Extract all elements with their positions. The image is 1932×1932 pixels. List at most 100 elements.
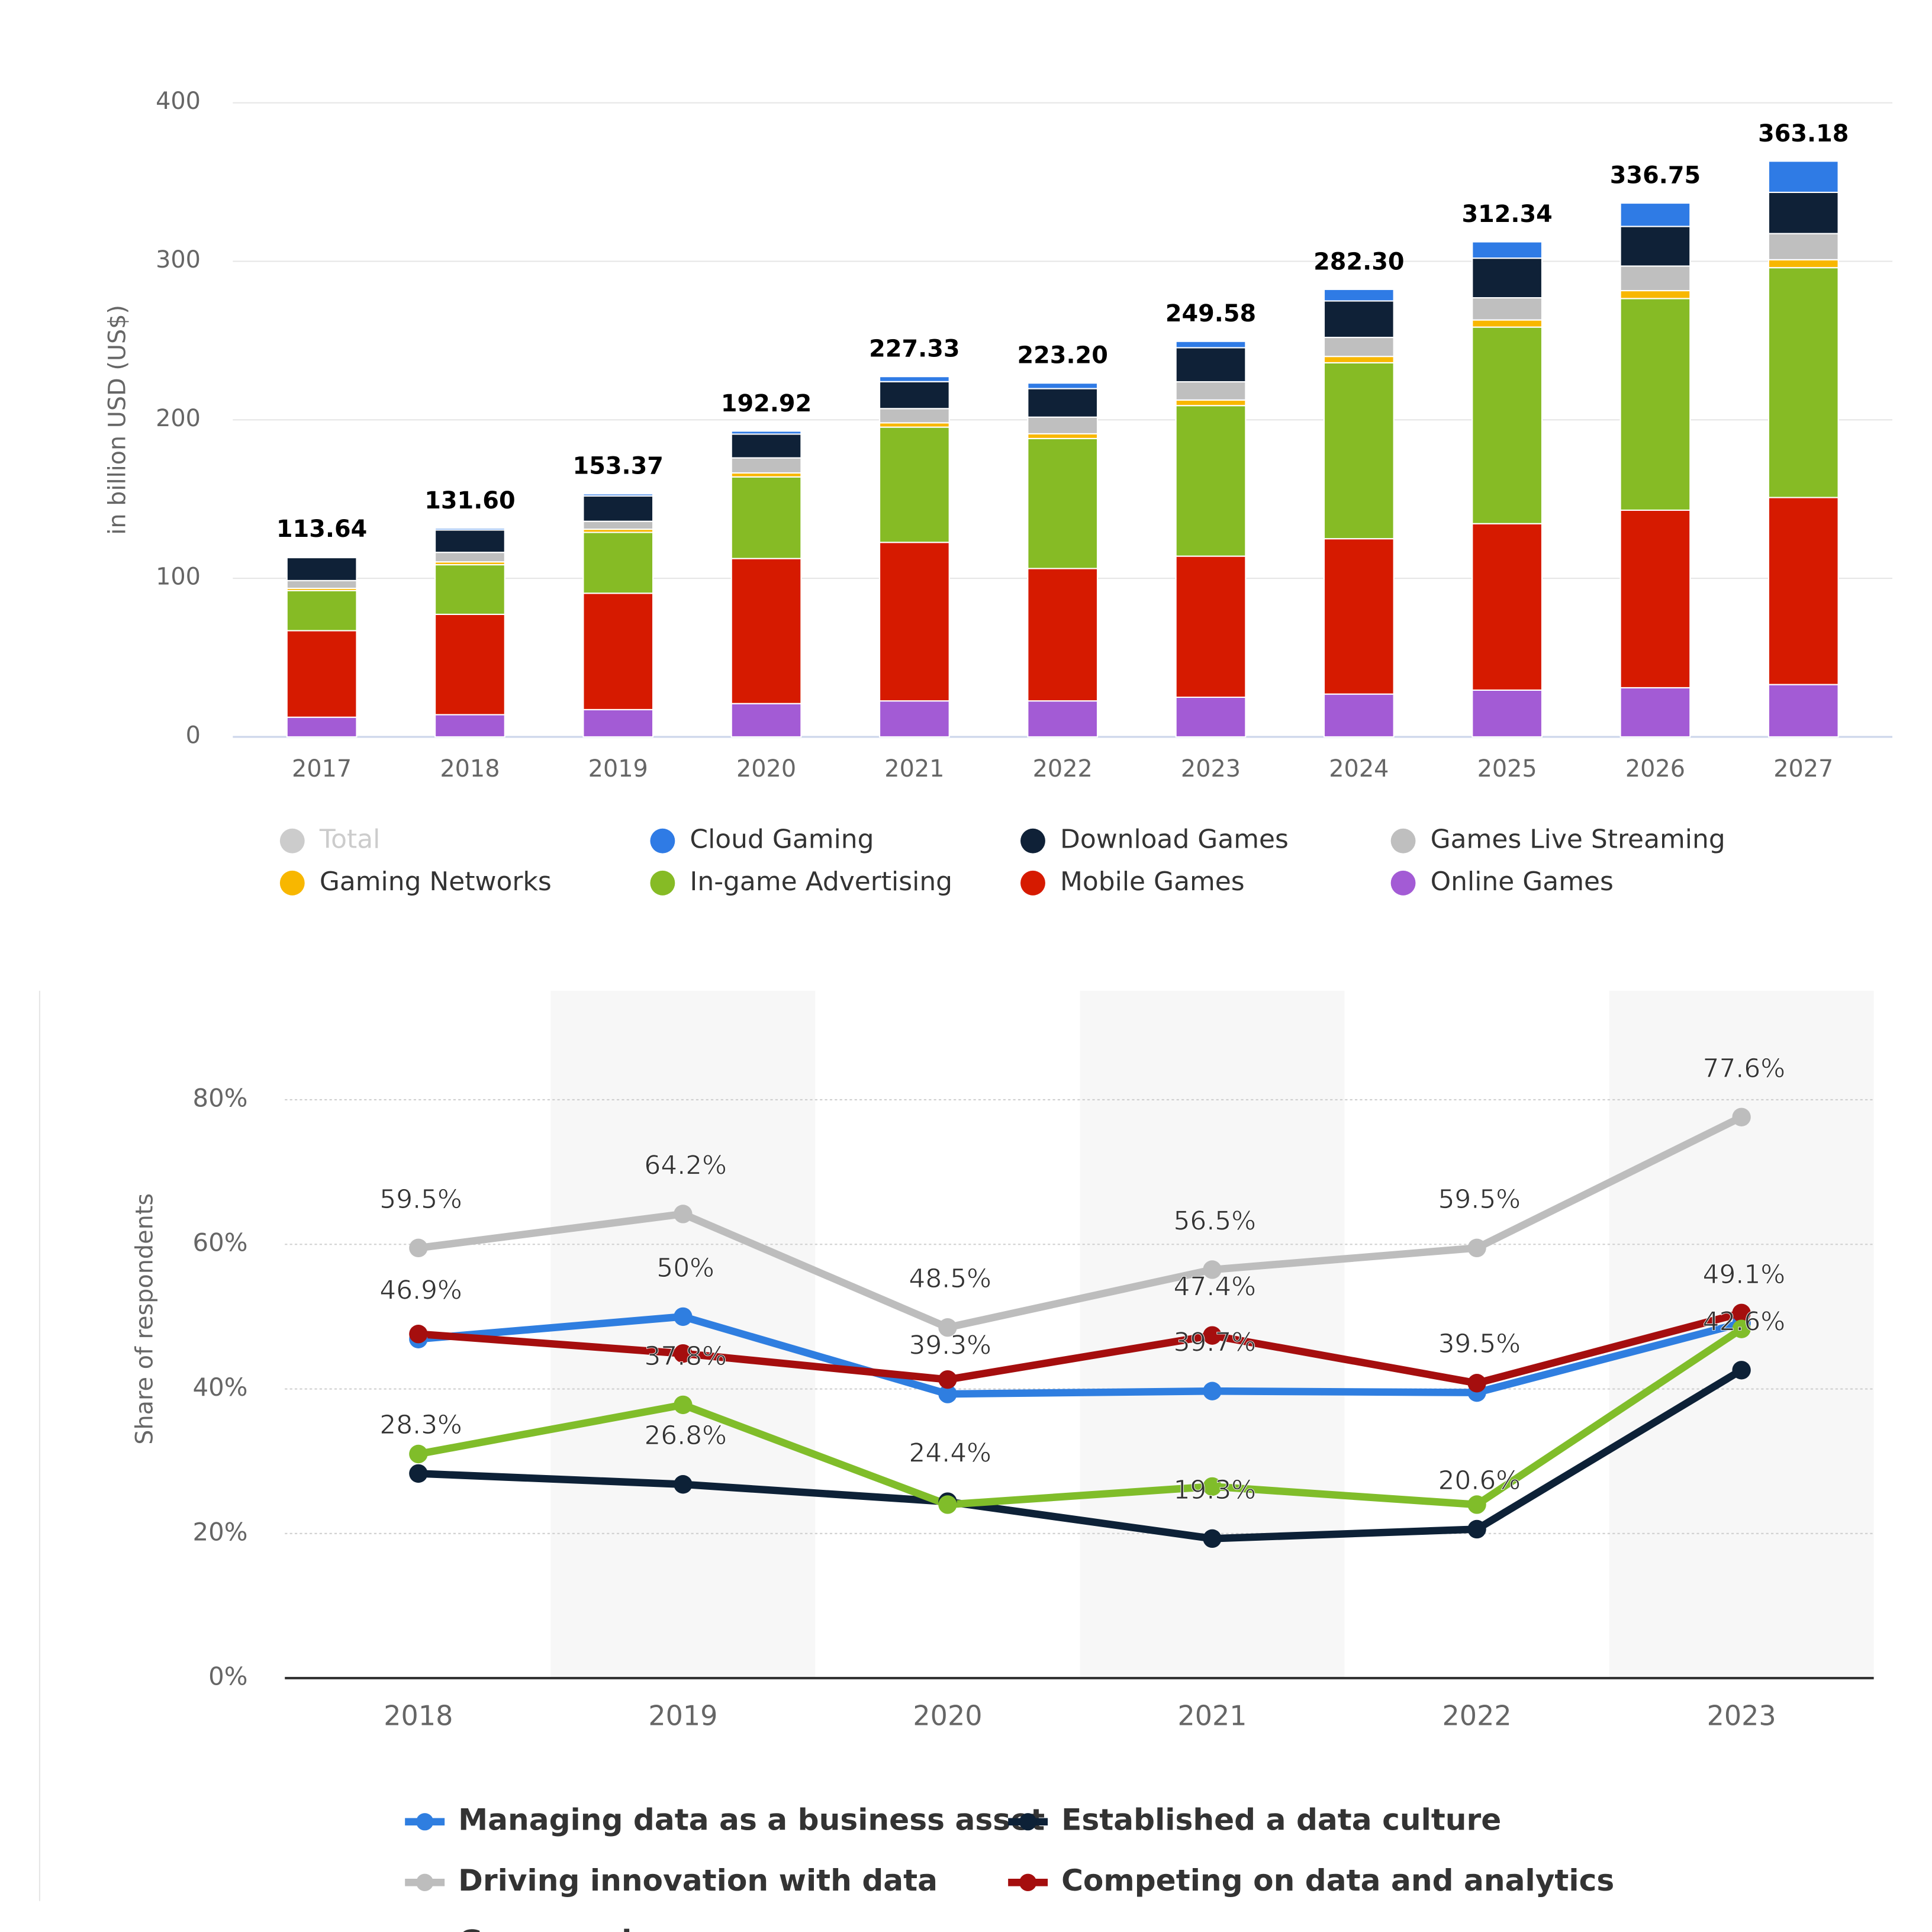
- x-tick-label: 2018: [440, 755, 500, 783]
- data-label: 50%: [656, 1253, 714, 1283]
- x-tick-label: 2026: [1625, 755, 1685, 783]
- bar-segment: [434, 527, 505, 531]
- data-label: 20.6%: [1438, 1466, 1521, 1496]
- legend-label: Green series: [458, 1923, 669, 1932]
- bar-segment: [434, 564, 505, 615]
- bar-segment: [286, 579, 358, 590]
- data-label: 39.3%: [909, 1331, 991, 1361]
- bar-segment: [1175, 696, 1247, 738]
- bar-segment: [1767, 160, 1839, 194]
- total-label: 336.75: [1610, 162, 1701, 189]
- y-tick-label: 40%: [192, 1373, 247, 1402]
- bar-segment: [286, 556, 358, 581]
- bar-segment: [1175, 555, 1247, 698]
- legend-marker: [650, 828, 675, 854]
- bar-segment: [1323, 356, 1395, 363]
- bar-segment: [1471, 319, 1543, 328]
- data-label: 56.5%: [1173, 1206, 1256, 1236]
- bar-segment: [1027, 388, 1099, 418]
- bar-segment: [1175, 381, 1247, 401]
- bar-segment: [1175, 340, 1247, 349]
- legend-label: Managing data as a business asset: [458, 1802, 1045, 1837]
- bar-segment: [1619, 202, 1691, 227]
- legend-label: Mobile Games: [1060, 867, 1245, 897]
- bar-segment: [1175, 399, 1247, 407]
- bar-segment: [1027, 382, 1099, 389]
- legend-marker: [1020, 870, 1045, 896]
- bar-segment: [434, 613, 505, 716]
- bar-segment: [879, 381, 950, 410]
- bar-segment: [1323, 693, 1395, 738]
- x-tick-label: 2017: [292, 755, 352, 783]
- bar-segment: [582, 493, 654, 497]
- bar-segment: [1767, 497, 1839, 685]
- series-line: [418, 1309, 1743, 1387]
- point: [1732, 1107, 1751, 1126]
- data-label: 48.5%: [909, 1264, 991, 1294]
- point: [1203, 1477, 1222, 1496]
- bar-segment: [434, 714, 505, 738]
- bar-segment: [1471, 297, 1543, 321]
- bar-segment: [434, 552, 505, 563]
- legend-label: Online Games: [1431, 867, 1614, 897]
- point: [938, 1384, 957, 1403]
- point: [1203, 1382, 1222, 1400]
- bar-segment: [1767, 233, 1839, 260]
- point: [409, 1444, 428, 1464]
- point: [1732, 1303, 1751, 1322]
- bar-segment: [1767, 259, 1839, 269]
- point: [674, 1475, 693, 1494]
- x-tick-label: 2022: [1033, 755, 1093, 783]
- x-tick-label: 2024: [1329, 755, 1389, 783]
- data-label: 64.2%: [644, 1150, 727, 1180]
- data-label: 59.5%: [1438, 1184, 1521, 1215]
- point: [674, 1205, 693, 1223]
- bar-segment: [879, 422, 950, 428]
- bar-segment: [1619, 226, 1691, 267]
- bar-segment: [1027, 416, 1099, 434]
- data-label: 28.3%: [379, 1410, 462, 1440]
- legend-marker: [416, 1813, 434, 1831]
- bar-segment: [879, 376, 950, 382]
- bar-segment: [1175, 347, 1247, 383]
- legend-marker: [279, 870, 305, 896]
- point: [938, 1495, 957, 1514]
- bar-segment: [879, 542, 950, 702]
- total-label: 249.58: [1165, 300, 1256, 327]
- bar-segment: [1323, 538, 1395, 695]
- data-label: 37.8%: [644, 1341, 727, 1371]
- legend-label: Driving innovation with data: [458, 1863, 938, 1898]
- bar-segment: [582, 520, 654, 530]
- data-label: 46.9%: [379, 1276, 462, 1306]
- point: [1467, 1495, 1486, 1514]
- legend-marker: [279, 828, 305, 854]
- total-label: 227.33: [869, 336, 959, 363]
- x-tick-label: 2023: [1707, 1700, 1776, 1732]
- data-label: 77.6%: [1703, 1054, 1786, 1084]
- data-label: 42.6%: [1703, 1306, 1786, 1337]
- bar-segment: [1619, 509, 1691, 688]
- point: [1467, 1519, 1486, 1539]
- bar-segment: [1323, 300, 1395, 339]
- legend-label: In-game Advertising: [690, 867, 952, 897]
- legend-label: Download Games: [1060, 825, 1289, 855]
- bar-segment: [1619, 289, 1691, 300]
- point: [409, 1238, 428, 1258]
- point: [1203, 1529, 1222, 1548]
- legend-label: Cloud Gaming: [690, 825, 874, 855]
- bar-segment: [1619, 298, 1691, 511]
- bar-segment: [730, 703, 802, 738]
- bar-segment: [730, 433, 802, 459]
- bar-segment: [286, 716, 358, 738]
- point: [1203, 1260, 1222, 1279]
- y-tick-label: 80%: [192, 1083, 247, 1112]
- total-label: 131.60: [424, 487, 515, 514]
- x-tick-label: 2018: [384, 1700, 453, 1732]
- point: [1203, 1326, 1222, 1345]
- x-tick-label: 2019: [588, 755, 648, 783]
- bar-segment: [1471, 326, 1543, 524]
- point: [674, 1307, 693, 1326]
- x-tick-label: 2025: [1477, 755, 1537, 783]
- series-line: [418, 1313, 1743, 1398]
- bar-segment: [582, 593, 654, 710]
